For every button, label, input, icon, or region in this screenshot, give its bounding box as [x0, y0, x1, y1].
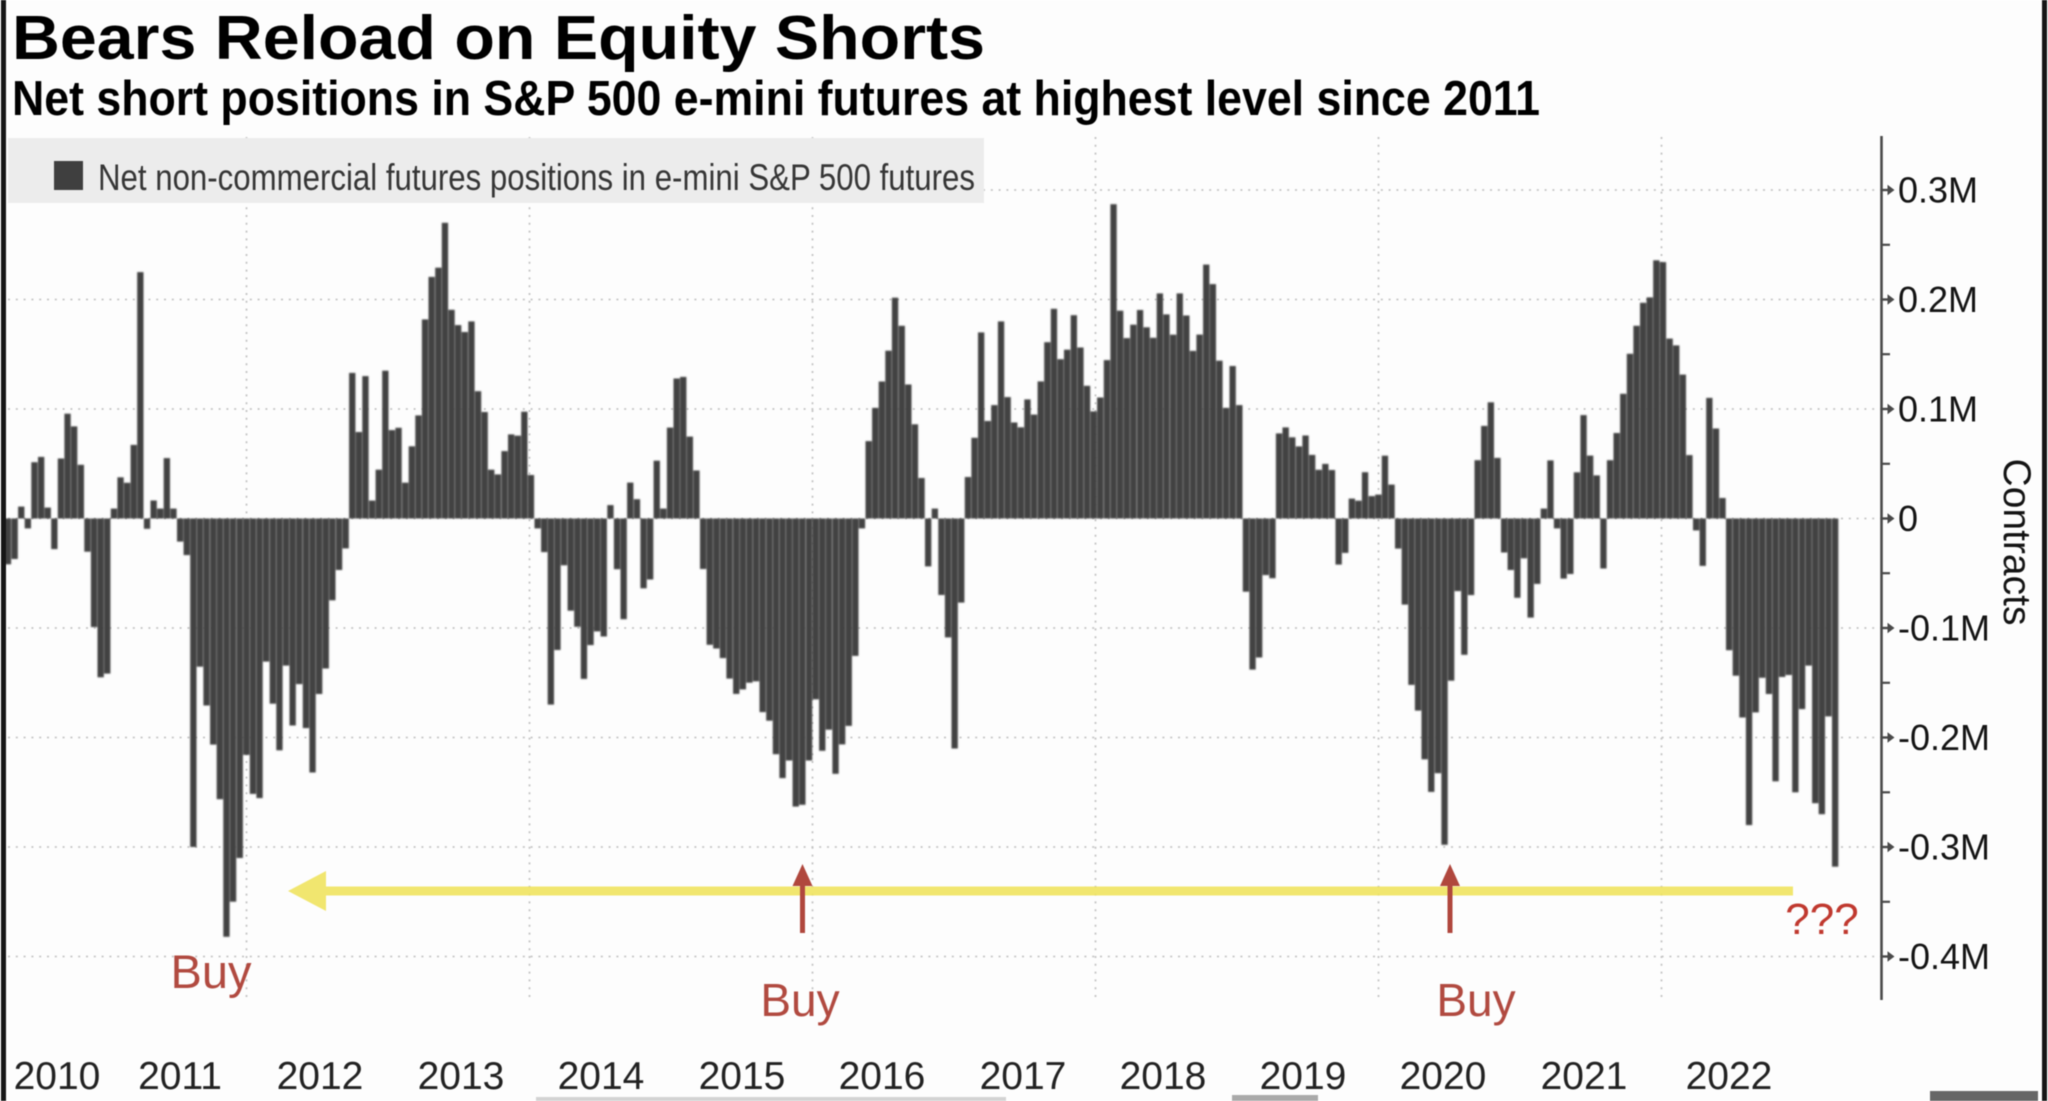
svg-text:2016: 2016	[839, 1055, 926, 1098]
svg-text:2010: 2010	[14, 1055, 101, 1098]
svg-text:2014: 2014	[558, 1055, 645, 1098]
svg-text:2019: 2019	[1260, 1055, 1347, 1098]
svg-text:Net short positions in S&P 500: Net short positions in S&P 500 e-mini fu…	[12, 72, 1540, 126]
svg-text:Buy: Buy	[1436, 974, 1515, 1026]
svg-text:2015: 2015	[699, 1055, 786, 1098]
svg-text:2018: 2018	[1120, 1055, 1207, 1098]
svg-text:2013: 2013	[418, 1055, 505, 1098]
svg-text:Bears Reload on Equity Shorts: Bears Reload on Equity Shorts	[12, 4, 985, 73]
svg-text:0: 0	[1898, 498, 1918, 539]
svg-text:-0.1M: -0.1M	[1898, 608, 1990, 649]
svg-text:-0.2M: -0.2M	[1898, 717, 1990, 758]
svg-text:-0.3M: -0.3M	[1898, 827, 1990, 868]
svg-text:0.3M: 0.3M	[1898, 170, 1978, 211]
svg-text:0.1M: 0.1M	[1898, 389, 1978, 430]
svg-text:???: ???	[1785, 895, 1858, 944]
svg-text:2012: 2012	[277, 1055, 364, 1098]
svg-text:2021: 2021	[1541, 1055, 1628, 1098]
svg-text:2022: 2022	[1686, 1055, 1773, 1098]
svg-text:2020: 2020	[1400, 1055, 1487, 1098]
svg-text:Net non-commercial futures pos: Net non-commercial futures positions in …	[98, 157, 975, 198]
svg-text:2011: 2011	[138, 1055, 222, 1098]
svg-text:Contracts: Contracts	[1995, 459, 2038, 626]
svg-text:Buy: Buy	[760, 974, 839, 1026]
svg-text:0.2M: 0.2M	[1898, 279, 1978, 320]
svg-text:-0.4M: -0.4M	[1898, 936, 1990, 977]
svg-text:Buy: Buy	[171, 945, 252, 998]
svg-text:2017: 2017	[980, 1055, 1067, 1098]
